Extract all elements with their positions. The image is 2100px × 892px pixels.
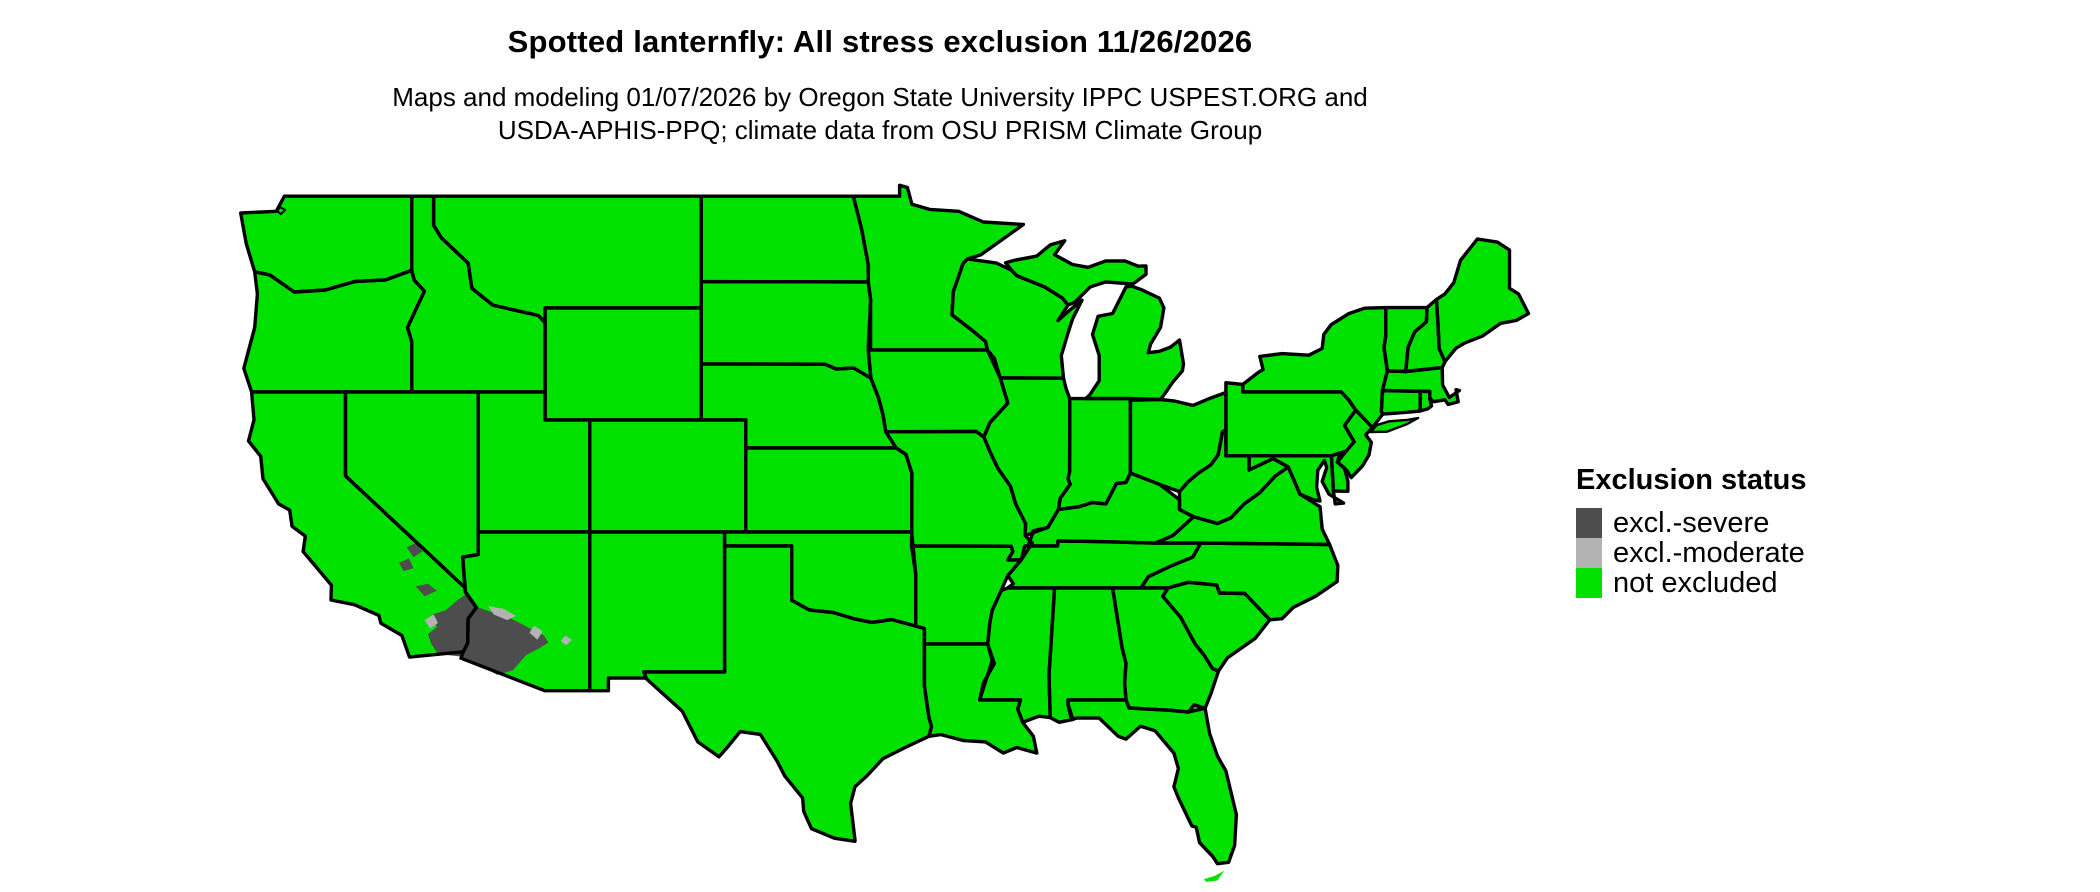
san-juan-islands-outline [276, 206, 287, 216]
state-fill-il [983, 377, 1071, 536]
state-fill-nd [701, 196, 869, 282]
state-fill-wi [952, 258, 1082, 379]
state-borders [239, 183, 1531, 866]
moderate-exclusion-area-3 [424, 614, 438, 629]
legend-item-label: not excluded [1613, 567, 1778, 599]
moderate-exclusion-area-4 [560, 635, 572, 646]
subtitle-line-2: USDA-APHIS-PPQ; climate data from OSU PR… [497, 115, 1263, 145]
state-border-tx [642, 544, 934, 843]
state-border-de [1329, 451, 1350, 493]
state-fill-ky [1027, 473, 1194, 546]
state-fill-ut [478, 391, 590, 532]
state-border-va [1153, 465, 1332, 547]
exclusion-overlay [399, 543, 572, 675]
state-fill-sc [1162, 582, 1270, 672]
state-fill-fl [1068, 699, 1237, 864]
state-fill-tn [1007, 540, 1201, 588]
state-fill-ca [248, 391, 477, 658]
legend-swatch [1576, 508, 1602, 538]
long-island-outline [1369, 416, 1420, 434]
state-fill-ma [1382, 367, 1460, 405]
state-fill-ct [1381, 390, 1421, 414]
state-fill-ny [1242, 307, 1388, 428]
state-fill-mt [433, 196, 702, 323]
state-fill-ks [745, 447, 912, 532]
state-border-me [1434, 237, 1531, 364]
state-fill-de [1331, 452, 1348, 492]
state-fill-ok [724, 531, 916, 626]
state-fill-mil [1085, 286, 1184, 400]
state-fill-vt [1384, 307, 1427, 372]
state-fill-ga [1112, 587, 1219, 712]
legend-item-label: excl.-moderate [1613, 537, 1805, 569]
state-border-fl [1066, 698, 1239, 866]
state-fill-me [1436, 239, 1529, 362]
state-fill-mn [853, 185, 1024, 350]
state-border-wi [950, 257, 1084, 380]
state-fill-or [243, 270, 425, 392]
state-fill-pa [1225, 382, 1356, 456]
state-fill-wa [240, 196, 412, 292]
state-fill-ia [868, 349, 1008, 437]
state-fill-mo [885, 431, 1033, 560]
severe-exclusion-area-4 [415, 583, 437, 597]
state-fill-sd [701, 281, 871, 379]
legend-swatch [1576, 538, 1602, 568]
state-fill-al [1049, 587, 1126, 723]
state-fill-nv [345, 391, 479, 588]
state-fill-oh [1130, 392, 1226, 492]
subtitle-line-1: Maps and modeling 01/07/2026 by Oregon S… [392, 82, 1368, 112]
legend-swatch [1576, 568, 1602, 598]
severe-exclusion-area-3 [399, 558, 414, 572]
legend-item-label: excl.-severe [1613, 507, 1770, 539]
severe-exclusion-area-2 [406, 543, 423, 558]
page-title: Spotted lanternfly: All stress exclusion… [507, 24, 1253, 59]
state-fill-md [1249, 455, 1344, 504]
legend-item-not-excluded: not excluded [1576, 568, 1806, 598]
state-fill-id [407, 196, 546, 392]
legend-item-excl-severe: excl.-severe [1576, 508, 1806, 538]
state-border-ga [1110, 586, 1221, 714]
state-fill-in [1058, 398, 1131, 510]
state-fill-tx [643, 545, 932, 842]
state-fill-co [589, 419, 746, 532]
state-fills [240, 185, 1529, 882]
state-fill-miu [1005, 240, 1146, 306]
state-fill-ne [701, 363, 897, 448]
long-island [1370, 418, 1419, 432]
state-fill-nm [589, 531, 725, 691]
state-border-nj [1335, 408, 1375, 480]
legend-item-excl-moderate: excl.-moderate [1576, 538, 1806, 568]
state-fill-nc [1141, 543, 1338, 620]
florida-keys [1204, 870, 1225, 882]
state-fill-wy [545, 307, 702, 420]
state-border-ct [1379, 388, 1422, 416]
moderate-exclusion-area-1 [488, 606, 517, 621]
subtitle: Maps and modeling 01/07/2026 by Oregon S… [0, 81, 1760, 147]
legend-title: Exclusion status [1576, 464, 1807, 496]
legend: Exclusion status excl.-severe excl.-moder… [1576, 464, 1806, 598]
state-fill-ar [911, 545, 1022, 644]
state-fill-ms [979, 587, 1055, 723]
state-fill-wv [1179, 430, 1289, 524]
severe-exclusion-area-1 [428, 593, 549, 675]
state-fill-nh [1405, 299, 1445, 372]
state-fill-la [924, 643, 1037, 754]
state-border-mil [1084, 284, 1186, 402]
legend-items: excl.-severe excl.-moderate not excluded [1576, 508, 1806, 598]
state-border-in [1056, 396, 1133, 512]
moderate-exclusion-area-2 [529, 625, 543, 640]
